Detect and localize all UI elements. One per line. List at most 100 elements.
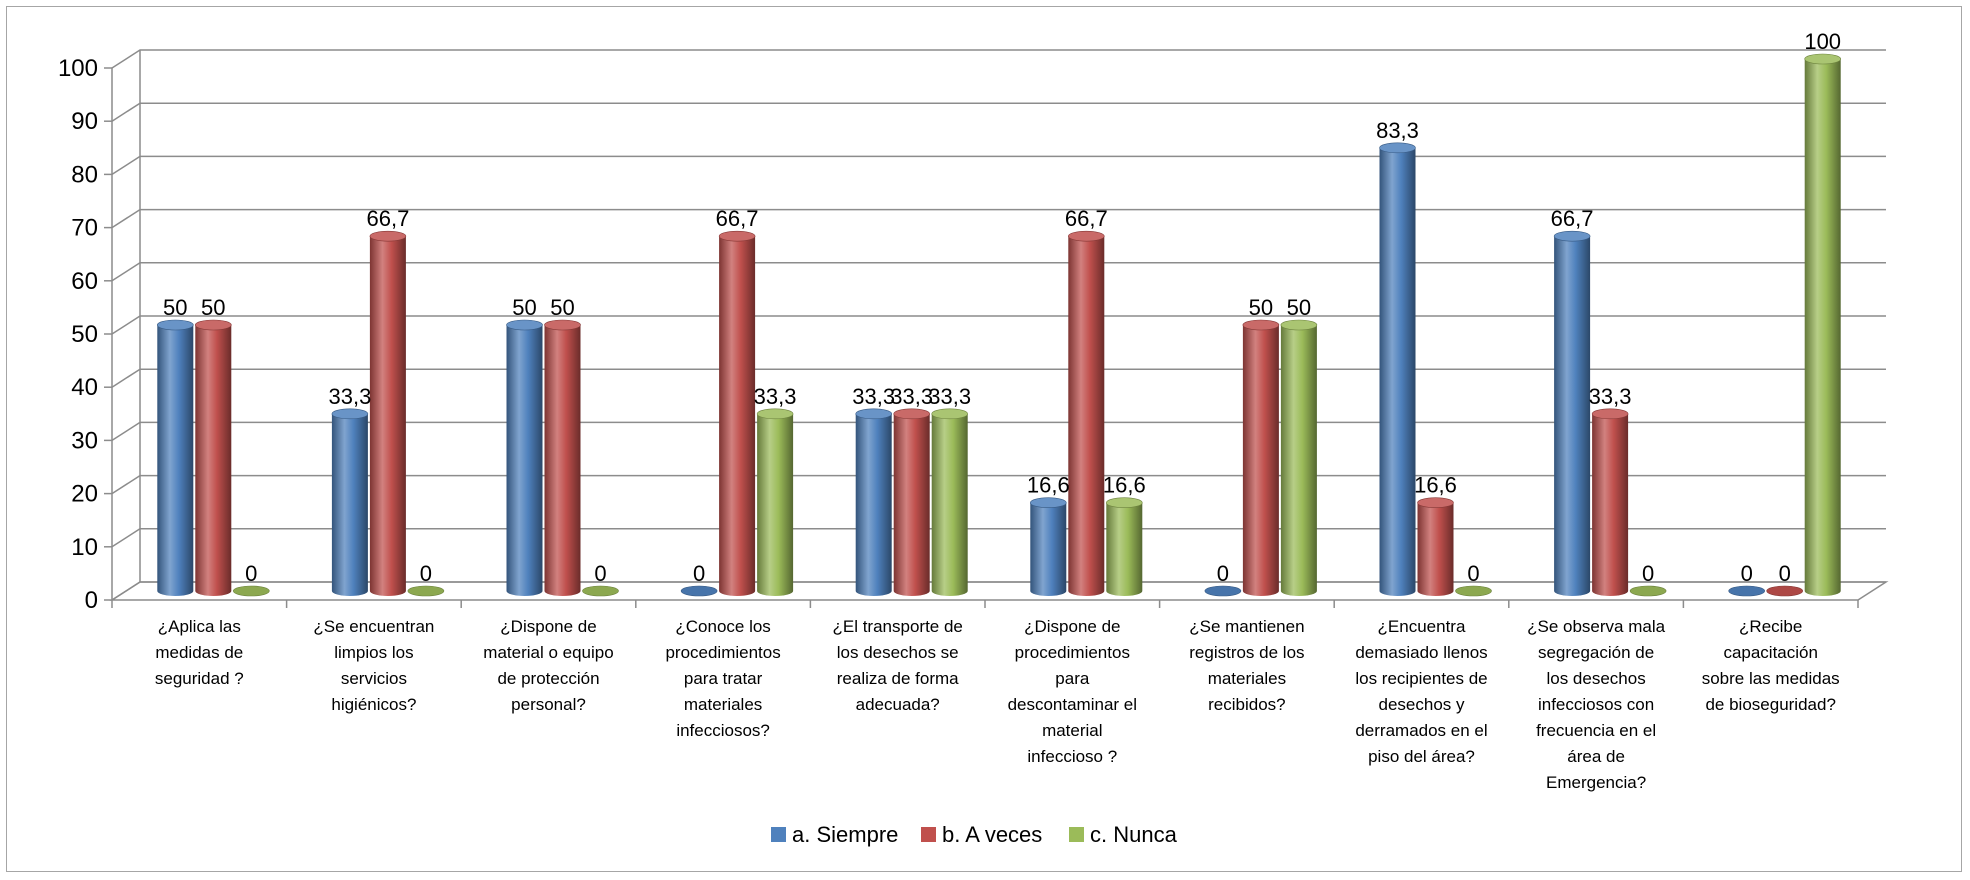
gridline <box>111 315 1886 335</box>
data-label: 50 <box>512 295 536 320</box>
data-label: 66,7 <box>1065 206 1108 231</box>
y-tick-label: 10 <box>71 534 98 561</box>
data-label: 33,3 <box>928 384 971 409</box>
bars <box>157 53 1841 597</box>
legend-item: a. Siempre <box>771 822 898 847</box>
y-tick-label: 30 <box>71 427 98 454</box>
category-label: ¿Se encuentran limpios los servicios higién… <box>313 617 434 714</box>
data-label: 33,3 <box>328 384 371 409</box>
bar <box>506 319 543 596</box>
bar <box>1030 497 1067 596</box>
gridline <box>111 208 1886 229</box>
bar <box>1728 585 1765 597</box>
data-label: 0 <box>1217 561 1229 586</box>
data-label: 0 <box>245 561 257 586</box>
bar <box>1591 408 1629 596</box>
x-axis: ¿Aplica las medidas de seguridad ? ¿Se encu… <box>155 617 1840 792</box>
y-tick-label: 90 <box>71 108 98 135</box>
gridline <box>111 155 1886 176</box>
data-label: 50 <box>201 295 225 320</box>
data-label: 33,3 <box>1589 384 1632 409</box>
category-label: ¿Dispone de procedimientos para descontamin… <box>1008 617 1137 766</box>
data-label: 0 <box>420 561 432 586</box>
legend-swatch <box>921 827 936 842</box>
bar <box>1068 230 1105 596</box>
category-label: ¿Encuentra demasiado llenos los recipiente… <box>1355 617 1487 766</box>
bar <box>582 585 619 597</box>
y-tick-label: 60 <box>71 268 98 295</box>
bar <box>1455 585 1492 597</box>
data-label: 83,3 <box>1376 118 1419 143</box>
data-label: 50 <box>550 295 574 320</box>
data-label: 33,3 <box>754 384 797 409</box>
y-axis: 0 10 20 30 40 50 60 70 80 90 100 <box>58 55 1859 614</box>
bar <box>1280 319 1318 596</box>
data-label: 0 <box>1642 561 1654 586</box>
legend: a. Siempre b. A veces c. Nunca <box>771 822 1178 847</box>
data-label: 66,7 <box>366 206 409 231</box>
bar <box>331 408 369 596</box>
y-tick-label: 40 <box>71 374 98 401</box>
data-label: 33,3 <box>890 384 933 409</box>
legend-item: b. A veces <box>921 822 1042 847</box>
data-label: 16,6 <box>1027 473 1070 498</box>
bar <box>1417 497 1454 596</box>
bar <box>407 585 445 597</box>
y-tick-label: 70 <box>71 215 98 242</box>
y-tick-label: 20 <box>71 481 98 508</box>
y-tick-label: 100 <box>58 55 98 82</box>
bar <box>680 585 718 597</box>
data-label: 0 <box>693 561 705 586</box>
bar <box>1629 585 1667 597</box>
category-label: ¿Aplica las medidas de seguridad ? <box>155 617 244 688</box>
bar <box>931 408 969 596</box>
data-label: 0 <box>1779 561 1791 586</box>
bar <box>718 230 756 596</box>
data-label: 50 <box>163 295 187 320</box>
data-label: 0 <box>1741 561 1753 586</box>
bar <box>544 319 581 596</box>
data-label: 100 <box>1804 29 1841 54</box>
data-label: 50 <box>1287 295 1311 320</box>
chart-frame <box>6 6 1962 872</box>
gridline <box>111 49 1886 69</box>
bar <box>1106 497 1143 596</box>
bar <box>1242 319 1280 596</box>
category-label: ¿Se observa mala segregación de los desech… <box>1527 617 1665 792</box>
legend-item: c. Nunca <box>1069 822 1178 847</box>
bar <box>369 230 407 596</box>
bar <box>1379 142 1416 596</box>
category-label: ¿Se mantienen registros de los materiales r… <box>1189 617 1304 714</box>
legend-label: a. Siempre <box>792 822 898 847</box>
bar <box>157 319 194 596</box>
bar <box>233 585 270 597</box>
data-label: 16,6 <box>1103 473 1146 498</box>
data-label: 16,6 <box>1414 473 1457 498</box>
y-tick-label: 80 <box>71 161 98 188</box>
data-label: 66,7 <box>1551 206 1594 231</box>
y-tick-label: 50 <box>71 321 98 348</box>
bar <box>1766 585 1803 597</box>
bar <box>1804 53 1841 596</box>
data-label: 66,7 <box>716 206 759 231</box>
bar <box>893 408 931 596</box>
category-label: ¿Recibe capacitación sobre las medidas de b… <box>1702 617 1840 714</box>
bar <box>1553 230 1591 596</box>
legend-label: b. A veces <box>942 822 1042 847</box>
gridline <box>111 102 1886 122</box>
data-label: 33,3 <box>852 384 895 409</box>
legend-swatch <box>1069 827 1084 842</box>
legend-label: c. Nunca <box>1090 822 1178 847</box>
y-tick-label: 0 <box>85 587 98 614</box>
data-label: 0 <box>1467 561 1479 586</box>
category-label: ¿El transporte de los desechos se realiza … <box>832 617 962 714</box>
data-label: 0 <box>594 561 606 586</box>
bar <box>756 408 794 596</box>
category-label: ¿Conoce los procedimientos para tratar mate… <box>665 617 780 740</box>
category-label: ¿Dispone de material o equipo de protecció… <box>483 617 613 714</box>
bar <box>195 319 232 596</box>
gridline <box>111 262 1886 282</box>
bar <box>855 408 893 596</box>
